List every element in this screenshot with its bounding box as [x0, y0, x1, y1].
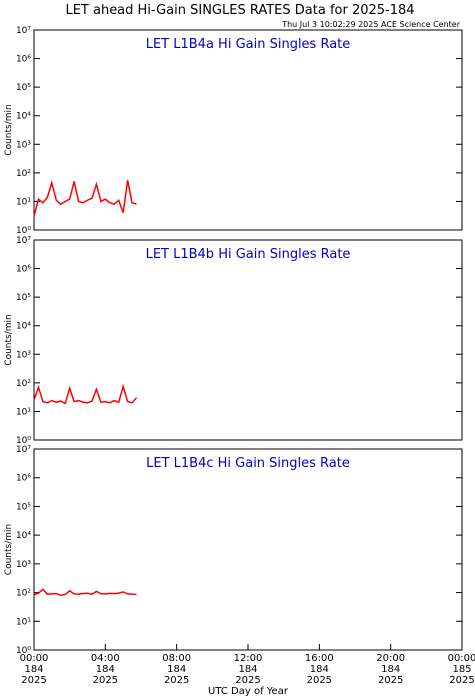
x-axis-label: UTC Day of Year — [208, 686, 289, 697]
y-tick-label: 10¹ — [16, 407, 31, 417]
panel-title: LET L1B4c Hi Gain Singles Rate — [146, 456, 350, 471]
x-tick-label: 04:00 184 2025 — [91, 653, 120, 686]
plot-frame — [33, 29, 463, 231]
y-tick-label: 10⁰ — [16, 436, 31, 446]
plot-frame — [33, 448, 463, 651]
y-tick-label: 10⁷ — [16, 236, 31, 246]
y-tick-label: 10⁷ — [16, 445, 31, 455]
x-tick-label: 16:00 184 2025 — [305, 653, 334, 686]
y-tick-label: 10³ — [16, 560, 31, 570]
y-axis-label: Counts/min — [4, 104, 14, 155]
panel-title: LET L1B4b Hi Gain Singles Rate — [146, 247, 351, 262]
plot-frame — [33, 239, 463, 441]
data-line — [33, 179, 137, 217]
data-line — [33, 588, 137, 597]
y-tick-label: 10³ — [16, 350, 31, 360]
y-tick-label: 10² — [16, 169, 31, 179]
x-tick-label: 00:00 184 2025 — [20, 653, 49, 686]
panel-title: LET L1B4a Hi Gain Singles Rate — [146, 37, 351, 52]
timestamp: Thu Jul 3 10:02:29 2025 ACE Science Cent… — [281, 20, 460, 29]
y-axis-label: Counts/min — [4, 314, 14, 365]
x-tick-label: 12:00 184 2025 — [234, 653, 263, 686]
y-tick-label: 10² — [16, 589, 31, 599]
y-tick-label: 10¹ — [16, 197, 31, 207]
x-tick-label: 00:00 185 2025 — [448, 653, 475, 686]
y-tick-label: 10³ — [16, 140, 31, 150]
y-tick-label: 10⁷ — [16, 26, 31, 36]
y-tick-label: 10² — [16, 379, 31, 389]
x-tick-label: 20:00 184 2025 — [376, 653, 405, 686]
y-tick-label: 10⁴ — [16, 112, 31, 122]
y-tick-label: 10⁵ — [16, 502, 31, 512]
x-tick-label: 08:00 184 2025 — [162, 653, 191, 686]
y-tick-label: 10⁰ — [16, 646, 31, 656]
y-tick-label: 10⁵ — [16, 83, 31, 93]
y-tick-label: 10⁵ — [16, 293, 31, 303]
y-tick-label: 10⁴ — [16, 322, 31, 332]
y-tick-label: 10⁶ — [16, 474, 31, 484]
y-tick-label: 10⁶ — [16, 265, 31, 275]
page-title: LET ahead Hi-Gain SINGLES RATES Data for… — [65, 3, 414, 18]
y-tick-label: 10⁰ — [16, 226, 31, 236]
y-tick-label: 10¹ — [16, 617, 31, 627]
data-line — [33, 383, 138, 405]
y-axis-label: Counts/min — [4, 524, 14, 575]
y-tick-label: 10⁴ — [16, 531, 31, 541]
y-tick-label: 10⁶ — [16, 55, 31, 65]
